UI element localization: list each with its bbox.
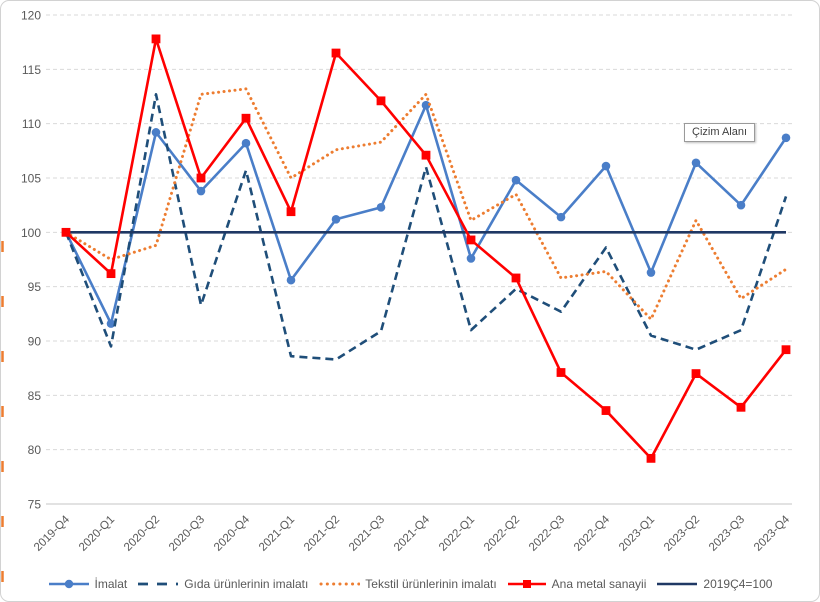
x-tick-label: 2020-Q4 <box>212 513 253 554</box>
legend-item-baseline[interactable]: 2019Ç4=100 <box>656 577 772 591</box>
legend-label-tekstil: Tekstil ürünlerinin imalatı <box>365 577 497 591</box>
x-tick-label: 2020-Q1 <box>77 514 117 554</box>
data-point-imalat[interactable] <box>196 186 206 196</box>
data-point-ana-metal-sanayii[interactable] <box>286 207 296 217</box>
legend-label-ana-metal: Ana metal sanayii <box>551 577 647 591</box>
data-point-ana-metal-sanayii[interactable] <box>106 269 116 279</box>
data-point-imalat[interactable] <box>286 275 296 285</box>
ana-metal-line-swatch-icon <box>507 580 546 588</box>
data-point-ana-metal-sanayii[interactable] <box>196 173 206 183</box>
y-tick-label: 80 <box>28 443 42 457</box>
data-point-ana-metal-sanayii[interactable] <box>736 402 746 412</box>
legend-label-gida: Gıda ürünlerinin imalatı <box>184 577 309 591</box>
x-tick-label: 2022-Q1 <box>437 514 477 554</box>
legend-item-imalat[interactable]: İmalat <box>48 577 128 591</box>
x-tick-label: 2021-Q3 <box>347 514 387 554</box>
data-point-imalat[interactable] <box>556 212 566 222</box>
data-point-imalat[interactable] <box>331 214 341 224</box>
x-tick-label: 2023-Q3 <box>707 514 747 554</box>
y-tick-label: 75 <box>28 498 42 512</box>
x-tick-label: 2023-Q1 <box>617 514 657 554</box>
legend-item-gida[interactable]: Gıda ürünlerinin imalatı <box>137 577 308 591</box>
data-point-ana-metal-sanayii[interactable] <box>421 150 431 160</box>
data-point-ana-metal-sanayii[interactable] <box>601 406 611 415</box>
series-line-gida-urunlerinin-imalati[interactable] <box>64 93 788 361</box>
data-point-ana-metal-sanayii[interactable] <box>151 34 161 44</box>
x-tick-label: 2021-Q4 <box>392 513 433 554</box>
x-tick-label: 2021-Q2 <box>302 514 342 554</box>
x-tick-label: 2022-Q3 <box>527 514 567 554</box>
baseline-line-swatch-icon <box>657 582 698 586</box>
tekstil-dotted-line-swatch-icon <box>319 582 361 586</box>
y-tick-label: 120 <box>21 9 41 23</box>
gida-dashed-line-swatch-icon <box>138 582 179 586</box>
x-tick-label: 2022-Q4 <box>572 513 613 554</box>
y-tick-label: 100 <box>21 226 41 240</box>
series-line-imalat[interactable] <box>64 103 788 325</box>
x-tick-label: 2020-Q2 <box>122 514 162 554</box>
data-point-imalat[interactable] <box>511 175 521 185</box>
x-tick-label: 2021-Q1 <box>257 514 297 554</box>
series-line-tekstil-urunlerinin-imalati[interactable] <box>64 87 788 321</box>
legend-label-baseline: 2019Ç4=100 <box>703 577 773 591</box>
data-point-imalat[interactable] <box>646 268 656 277</box>
data-point-ana-metal-sanayii[interactable] <box>556 368 566 377</box>
legend-item-tekstil[interactable]: Tekstil ürünlerinin imalatı <box>318 577 497 591</box>
data-point-imalat[interactable] <box>691 158 701 168</box>
x-tick-label: 2020-Q3 <box>167 514 207 554</box>
data-point-imalat[interactable] <box>376 203 386 212</box>
data-point-imalat[interactable] <box>781 133 791 143</box>
data-point-imalat[interactable] <box>106 319 116 328</box>
data-point-ana-metal-sanayii[interactable] <box>331 48 341 58</box>
legend-item-ana-metal[interactable]: Ana metal sanayii <box>507 577 647 591</box>
y-tick-label: 115 <box>22 63 41 77</box>
imalat-line-swatch-icon <box>48 579 89 589</box>
data-point-ana-metal-sanayii[interactable] <box>781 345 791 355</box>
legend: İmalat Gıda ürünlerinin imalatı Tekstil … <box>1 574 819 594</box>
x-tick-label: 2023-Q4 <box>752 513 793 554</box>
data-point-imalat[interactable] <box>601 161 611 171</box>
y-tick-label: 85 <box>28 389 42 403</box>
data-point-ana-metal-sanayii[interactable] <box>691 369 701 378</box>
y-tick-label: 90 <box>28 335 42 349</box>
data-point-imalat[interactable] <box>241 138 251 148</box>
data-point-ana-metal-sanayii[interactable] <box>376 96 386 106</box>
data-point-imalat[interactable] <box>466 254 476 263</box>
x-tick-label: 2023-Q2 <box>662 514 702 554</box>
plot-area-tooltip: Çizim Alanı <box>684 123 756 142</box>
x-tick-label: 2022-Q2 <box>482 514 522 554</box>
y-tick-label: 110 <box>22 117 41 131</box>
data-point-ana-metal-sanayii[interactable] <box>241 113 251 123</box>
data-point-ana-metal-sanayii[interactable] <box>466 235 476 245</box>
legend-label-imalat: İmalat <box>94 577 128 591</box>
y-tick-label: 105 <box>21 172 41 186</box>
data-point-ana-metal-sanayii[interactable] <box>646 453 656 463</box>
data-point-imalat[interactable] <box>421 100 431 110</box>
y-tick-label: 95 <box>28 280 42 294</box>
data-point-imalat[interactable] <box>151 128 161 137</box>
x-tick-label: 2019-Q4 <box>32 513 73 554</box>
data-point-imalat[interactable] <box>736 200 746 210</box>
data-point-ana-metal-sanayii[interactable] <box>511 273 521 283</box>
data-point-ana-metal-sanayii[interactable] <box>61 227 71 237</box>
